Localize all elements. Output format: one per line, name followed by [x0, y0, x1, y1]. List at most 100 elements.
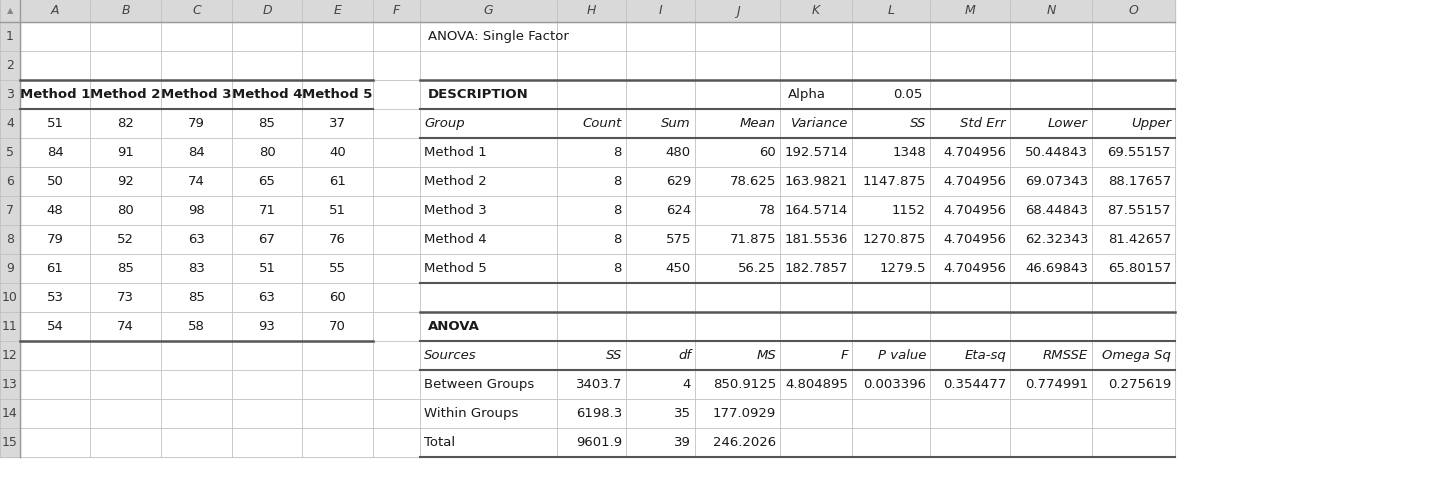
- Text: 79: 79: [188, 117, 205, 130]
- Text: 13: 13: [1, 378, 17, 391]
- Text: C: C: [192, 4, 201, 18]
- Text: 50: 50: [46, 175, 64, 188]
- Text: 8: 8: [614, 146, 622, 159]
- Text: ANOVA: Single Factor: ANOVA: Single Factor: [427, 30, 569, 43]
- Text: 62.32343: 62.32343: [1025, 233, 1087, 246]
- Text: 98: 98: [188, 204, 205, 217]
- Text: 80: 80: [258, 146, 276, 159]
- Text: 164.5714: 164.5714: [784, 204, 848, 217]
- Text: 0.003396: 0.003396: [864, 378, 926, 391]
- Text: 6: 6: [6, 175, 14, 188]
- Text: 79: 79: [46, 233, 64, 246]
- Text: Method 1: Method 1: [425, 146, 487, 159]
- Text: 51: 51: [329, 204, 347, 217]
- Text: Method 4: Method 4: [425, 233, 487, 246]
- Text: 85: 85: [258, 117, 276, 130]
- Text: 35: 35: [674, 407, 692, 420]
- Text: 8: 8: [614, 175, 622, 188]
- Bar: [0, 0, 1175, 457]
- Text: 82: 82: [117, 117, 134, 130]
- Text: SS: SS: [605, 349, 622, 362]
- Text: Sum: Sum: [661, 117, 692, 130]
- Text: 71.875: 71.875: [729, 233, 775, 246]
- Text: 4.704956: 4.704956: [943, 204, 1006, 217]
- Text: Eta-sq: Eta-sq: [965, 349, 1006, 362]
- Text: P value: P value: [878, 349, 926, 362]
- Text: O: O: [1129, 4, 1138, 18]
- Text: 93: 93: [258, 320, 276, 333]
- Text: RMSSE: RMSSE: [1043, 349, 1087, 362]
- Text: 39: 39: [674, 436, 692, 449]
- Text: Lower: Lower: [1048, 117, 1087, 130]
- Text: 40: 40: [329, 146, 347, 159]
- Text: I: I: [658, 4, 663, 18]
- Text: 8: 8: [614, 262, 622, 275]
- Text: 65.80157: 65.80157: [1108, 262, 1171, 275]
- Text: 1: 1: [6, 30, 14, 43]
- Text: 8: 8: [6, 233, 14, 246]
- Text: 58: 58: [188, 320, 205, 333]
- Text: Count: Count: [582, 117, 622, 130]
- Text: Mean: Mean: [739, 117, 775, 130]
- Text: 575: 575: [666, 233, 692, 246]
- Text: 48: 48: [46, 204, 64, 217]
- Text: Omega Sq: Omega Sq: [1102, 349, 1171, 362]
- Text: 71: 71: [258, 204, 276, 217]
- Text: Within Groups: Within Groups: [425, 407, 518, 420]
- Text: 85: 85: [117, 262, 134, 275]
- Text: L: L: [888, 4, 894, 18]
- Text: 177.0929: 177.0929: [713, 407, 775, 420]
- Text: 3403.7: 3403.7: [576, 378, 622, 391]
- Text: df: df: [679, 349, 692, 362]
- Text: Std Err: Std Err: [960, 117, 1006, 130]
- Text: 54: 54: [46, 320, 64, 333]
- Text: 61: 61: [329, 175, 347, 188]
- Text: 1152: 1152: [892, 204, 926, 217]
- Text: 70: 70: [329, 320, 347, 333]
- Text: 4.704956: 4.704956: [943, 175, 1006, 188]
- Text: 0.774991: 0.774991: [1025, 378, 1087, 391]
- Text: 629: 629: [666, 175, 692, 188]
- Text: Method 2: Method 2: [425, 175, 487, 188]
- Text: 74: 74: [117, 320, 134, 333]
- Text: 46.69843: 46.69843: [1025, 262, 1087, 275]
- Text: 1270.875: 1270.875: [862, 233, 926, 246]
- Text: 9601.9: 9601.9: [576, 436, 622, 449]
- Text: Method 3: Method 3: [162, 88, 231, 101]
- Text: 69.07343: 69.07343: [1025, 175, 1087, 188]
- Text: 12: 12: [1, 349, 17, 362]
- Text: J: J: [735, 4, 739, 18]
- Text: 450: 450: [666, 262, 692, 275]
- Text: 80: 80: [117, 204, 134, 217]
- Text: Upper: Upper: [1131, 117, 1171, 130]
- Text: 53: 53: [46, 291, 64, 304]
- Text: DESCRIPTION: DESCRIPTION: [427, 88, 529, 101]
- Text: 1147.875: 1147.875: [862, 175, 926, 188]
- Text: Method 1: Method 1: [20, 88, 90, 101]
- Text: Total: Total: [425, 436, 455, 449]
- Text: Group: Group: [425, 117, 465, 130]
- Text: 1279.5: 1279.5: [879, 262, 926, 275]
- Text: 7: 7: [6, 204, 14, 217]
- Text: 91: 91: [117, 146, 134, 159]
- Text: SS: SS: [910, 117, 926, 130]
- Text: 15: 15: [1, 436, 17, 449]
- Text: D: D: [263, 4, 271, 18]
- Text: 2: 2: [6, 59, 14, 72]
- Text: 4: 4: [6, 117, 14, 130]
- Text: 63: 63: [258, 291, 276, 304]
- Text: 624: 624: [666, 204, 692, 217]
- Text: 14: 14: [1, 407, 17, 420]
- Text: 50.44843: 50.44843: [1025, 146, 1087, 159]
- Text: 0.275619: 0.275619: [1108, 378, 1171, 391]
- Text: G: G: [484, 4, 494, 18]
- Text: Method 5: Method 5: [302, 88, 373, 101]
- Text: 4.804895: 4.804895: [786, 378, 848, 391]
- Text: 85: 85: [188, 291, 205, 304]
- Text: 181.5536: 181.5536: [784, 233, 848, 246]
- Text: 60: 60: [329, 291, 347, 304]
- Text: Method 5: Method 5: [425, 262, 487, 275]
- Text: 83: 83: [188, 262, 205, 275]
- Bar: [20, 22, 1175, 457]
- Text: 92: 92: [117, 175, 134, 188]
